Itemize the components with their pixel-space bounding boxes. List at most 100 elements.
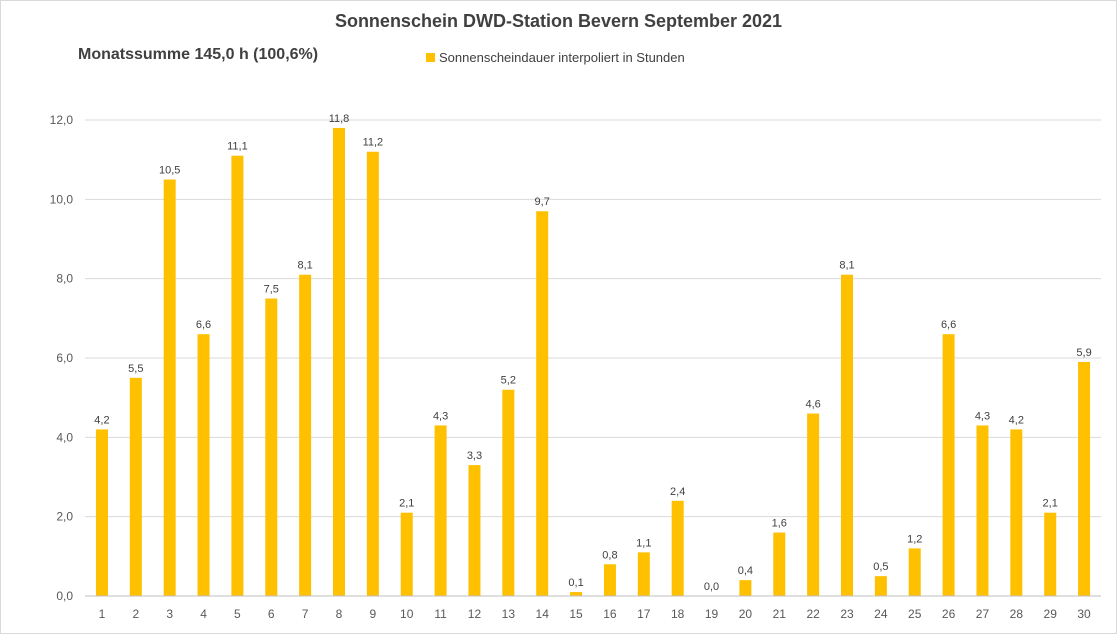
y-tick-label: 2,0 xyxy=(56,510,73,524)
x-tick-label: 5 xyxy=(234,607,241,621)
x-tick-label: 10 xyxy=(400,607,414,621)
data-labels: 4,2 5,5 10,5 6,6 11,1 7,5 8,1 11,8 11,2 2,1 4,3 3,3… xyxy=(94,113,1091,593)
bar xyxy=(366,151,379,596)
bar xyxy=(265,298,278,596)
data-label: 5,2 xyxy=(501,375,516,387)
data-label: 4,3 xyxy=(433,410,448,422)
bar xyxy=(773,532,786,596)
x-tick-label: 6 xyxy=(268,607,275,621)
bar xyxy=(536,211,549,596)
x-tick-label: 19 xyxy=(705,607,719,621)
data-label: 4,2 xyxy=(1009,414,1024,426)
x-tick-label: 2 xyxy=(132,607,139,621)
x-tick-label: 9 xyxy=(370,607,377,621)
bar xyxy=(942,334,955,596)
x-tick-label: 11 xyxy=(434,607,447,621)
x-tick-label: 28 xyxy=(1010,607,1024,621)
x-tick-label: 8 xyxy=(336,607,343,621)
y-tick-label: 6,0 xyxy=(56,351,73,365)
bar xyxy=(671,500,684,596)
bar xyxy=(807,413,820,596)
bar xyxy=(197,334,210,596)
x-tick-label: 16 xyxy=(603,607,617,621)
x-tick-label: 18 xyxy=(671,607,685,621)
bar xyxy=(570,592,583,596)
data-label: 8,1 xyxy=(839,260,854,272)
data-label: 11,8 xyxy=(329,113,350,125)
bar xyxy=(908,548,921,596)
data-label: 4,2 xyxy=(94,414,109,426)
y-tick-label: 0,0 xyxy=(56,589,73,603)
data-label: 2,4 xyxy=(670,486,685,498)
x-tick-label: 14 xyxy=(536,607,550,621)
data-label: 0,0 xyxy=(704,581,719,593)
bar xyxy=(1078,361,1091,596)
x-axis-ticks: 1 2 3 4 5 6 7 8 9 10 11 12 13 14 15 16 17 18 19 20 21 22 23 24 2… xyxy=(99,607,1091,621)
bar xyxy=(468,465,481,596)
x-tick-label: 3 xyxy=(166,607,173,621)
y-tick-label: 8,0 xyxy=(56,272,73,286)
x-tick-label: 30 xyxy=(1077,607,1091,621)
data-label: 0,8 xyxy=(602,549,617,561)
chart-subtitle: Monatssumme 145,0 h (100,6%) xyxy=(78,46,319,63)
data-label: 7,5 xyxy=(264,284,279,296)
x-tick-label: 7 xyxy=(302,607,309,621)
bar xyxy=(299,274,312,596)
data-label: 5,9 xyxy=(1076,347,1091,359)
bar xyxy=(95,429,108,596)
y-tick-label: 4,0 xyxy=(56,430,73,444)
y-axis-ticks: 0,0 2,0 4,0 6,0 8,0 10,0 12,0 xyxy=(50,113,74,603)
legend-swatch xyxy=(426,53,435,62)
data-label: 11,2 xyxy=(363,137,384,149)
x-tick-label: 26 xyxy=(942,607,956,621)
bar xyxy=(163,179,176,596)
data-label: 1,2 xyxy=(907,533,922,545)
bar xyxy=(231,155,244,596)
legend-label: Sonnenscheindauer interpoliert in Stunde… xyxy=(439,50,685,65)
data-label: 9,7 xyxy=(535,196,550,208)
y-tick-label: 10,0 xyxy=(50,192,74,206)
legend: Sonnenscheindauer interpoliert in Stunde… xyxy=(426,50,685,65)
data-label: 1,1 xyxy=(636,537,651,549)
bar xyxy=(874,576,887,596)
bar xyxy=(603,564,616,596)
bar xyxy=(739,580,752,596)
bar xyxy=(333,127,345,596)
data-label: 0,5 xyxy=(873,561,888,573)
data-label: 10,5 xyxy=(159,165,180,177)
bar xyxy=(976,425,989,596)
data-label: 2,1 xyxy=(1043,498,1058,510)
x-tick-label: 29 xyxy=(1044,607,1058,621)
data-label: 2,1 xyxy=(399,498,414,510)
bar xyxy=(129,377,142,596)
gridlines xyxy=(85,119,1101,518)
data-label: 11,1 xyxy=(227,141,248,153)
x-tick-label: 24 xyxy=(874,607,888,621)
bar xyxy=(1010,429,1023,596)
bars xyxy=(95,127,1091,596)
x-tick-label: 20 xyxy=(739,607,753,621)
x-tick-label: 4 xyxy=(200,607,207,621)
x-tick-label: 13 xyxy=(502,607,516,621)
bar xyxy=(434,425,447,596)
x-tick-label: 27 xyxy=(976,607,990,621)
x-tick-label: 21 xyxy=(773,607,787,621)
bar xyxy=(400,512,413,596)
data-label: 1,6 xyxy=(772,518,787,530)
x-tick-label: 17 xyxy=(637,607,651,621)
x-tick-label: 23 xyxy=(840,607,854,621)
data-label: 6,6 xyxy=(941,319,956,331)
chart-title: Sonnenschein DWD-Station Bevern Septembe… xyxy=(334,11,783,31)
x-tick-label: 12 xyxy=(468,607,482,621)
bar xyxy=(841,274,853,596)
x-tick-label: 15 xyxy=(569,607,583,621)
x-tick-label: 25 xyxy=(908,607,922,621)
x-tick-label: 22 xyxy=(806,607,820,621)
data-label: 4,6 xyxy=(805,399,820,411)
data-label: 4,3 xyxy=(975,410,990,422)
data-label: 0,4 xyxy=(738,565,753,577)
data-label: 0,1 xyxy=(568,577,583,589)
bar xyxy=(637,552,650,596)
bar xyxy=(502,389,515,596)
